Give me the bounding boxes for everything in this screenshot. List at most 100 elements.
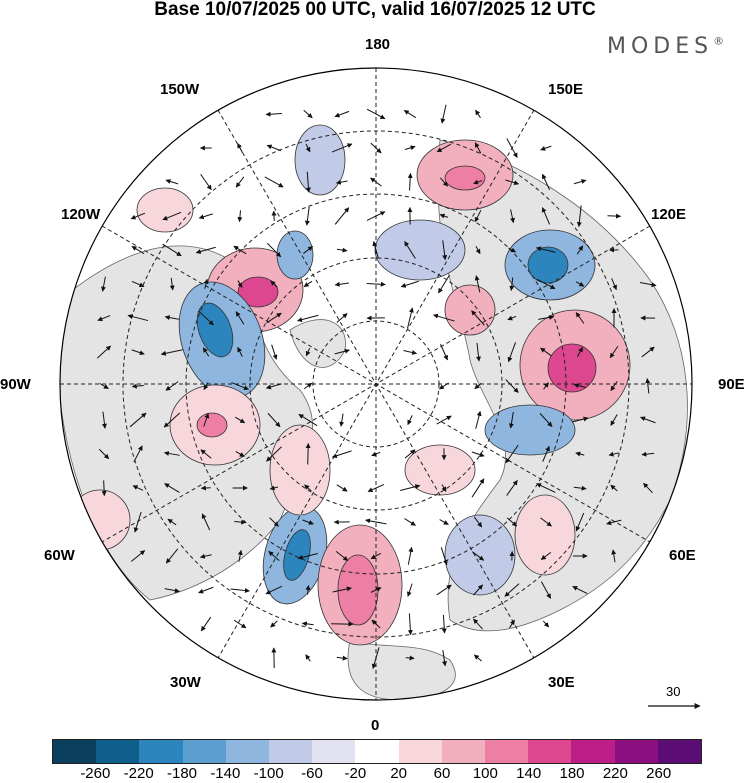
wind-vector xyxy=(131,349,145,356)
wind-vector xyxy=(266,144,282,152)
wind-vector xyxy=(334,348,350,355)
wind-vector xyxy=(233,245,247,255)
colorbar-swatch xyxy=(657,740,702,763)
map-boundary xyxy=(59,67,693,701)
colorbar-swatch xyxy=(96,740,140,763)
wind-vector xyxy=(302,519,314,525)
wind-vector xyxy=(237,210,243,223)
wind-vector xyxy=(404,518,416,526)
colorbar-tick-label: -140 xyxy=(210,765,241,782)
lon-label-150e: 150E xyxy=(548,81,584,98)
wind-vector xyxy=(610,381,618,392)
wind-vector xyxy=(303,246,314,254)
wind-vector xyxy=(439,177,449,187)
wind-vector xyxy=(334,110,350,118)
wind-vector xyxy=(372,240,379,259)
wind-vector xyxy=(641,451,655,457)
wind-vector xyxy=(203,278,209,289)
wind-vector xyxy=(235,416,246,424)
wind-vector xyxy=(200,449,212,459)
wind-vector xyxy=(335,550,349,562)
colorbar-tick-label: 140 xyxy=(516,765,542,782)
lon-label-120w: 120W xyxy=(61,206,101,223)
wind-vector xyxy=(438,382,449,390)
wind-vector xyxy=(438,274,450,294)
wind-vector xyxy=(235,176,245,188)
wind-vector xyxy=(230,588,250,594)
wind-vector xyxy=(508,247,517,253)
wind-vector xyxy=(575,281,585,287)
wind-vector xyxy=(573,485,587,491)
colorbar-tick-label: 180 xyxy=(559,765,585,782)
wind-vector xyxy=(474,382,482,390)
wind-vector xyxy=(576,205,582,228)
wind-vector xyxy=(575,512,585,532)
wind-vector xyxy=(471,551,485,561)
lon-label-150w: 150W xyxy=(160,81,200,98)
wind-vector xyxy=(577,346,583,357)
wind-vector xyxy=(572,585,588,595)
wind-vector xyxy=(405,655,415,661)
wind-vector xyxy=(476,342,481,362)
wind-vector xyxy=(543,382,549,390)
wind-vector xyxy=(332,586,352,593)
wind-vector xyxy=(573,383,586,389)
wind-vector xyxy=(641,346,655,358)
wind-vector xyxy=(301,621,314,627)
wind-vector xyxy=(639,281,657,288)
wind-vector xyxy=(441,484,447,492)
wind-vector xyxy=(540,347,552,357)
wind-vector xyxy=(573,179,587,185)
wind-vector xyxy=(433,313,455,322)
lon-label-90e: 90E xyxy=(718,376,745,393)
colorbar-swatch xyxy=(182,740,226,763)
colorbar-swatch xyxy=(312,740,356,763)
wind-vector xyxy=(442,650,447,667)
wind-vector xyxy=(102,411,107,429)
wind-vector xyxy=(608,451,620,457)
wind-vector xyxy=(131,245,145,255)
wind-vector xyxy=(367,483,385,493)
wind-vector xyxy=(334,281,349,287)
wind-vector xyxy=(269,517,279,527)
wind-vector xyxy=(475,246,481,255)
wind-vector xyxy=(266,446,282,462)
colorbar-swatch xyxy=(571,740,615,763)
colorbar xyxy=(52,739,702,764)
wind-vector xyxy=(200,616,212,632)
wind-vector xyxy=(297,314,319,323)
wind-vector xyxy=(474,209,482,223)
wind-vector xyxy=(508,411,514,429)
wind-vector xyxy=(506,517,518,527)
wind-vector xyxy=(160,349,183,356)
wind-vector xyxy=(305,654,311,662)
wind-vector xyxy=(640,416,656,424)
wind-vector xyxy=(576,245,584,255)
wind-vector xyxy=(370,587,382,593)
wind-vector xyxy=(235,311,245,325)
wind-vector xyxy=(473,516,483,528)
wind-vector xyxy=(96,345,112,359)
colorbar-tick-label: -180 xyxy=(166,765,198,782)
wind-vector xyxy=(542,620,550,628)
wind-vector xyxy=(471,310,485,326)
wind-vector xyxy=(505,444,519,464)
wind-vector xyxy=(305,443,311,465)
wind-vector xyxy=(335,179,348,185)
wind-vector xyxy=(131,280,145,288)
wind-vector xyxy=(304,484,312,492)
wind-vector xyxy=(606,519,622,526)
wind-vector xyxy=(536,483,556,493)
colorbar-tick-label: 60 xyxy=(433,765,451,782)
wind-vector xyxy=(336,484,348,492)
wind-vector xyxy=(133,445,143,463)
wind-vector xyxy=(270,620,278,628)
wind-vector xyxy=(336,313,348,323)
wind-vector xyxy=(200,173,212,191)
wind-vector xyxy=(540,581,552,599)
wind-vector xyxy=(607,213,622,219)
wind-vector xyxy=(165,179,179,185)
wind-vector xyxy=(536,278,556,290)
colorbar-swatch xyxy=(614,740,658,763)
colorbar-tick-label: -60 xyxy=(301,765,323,782)
